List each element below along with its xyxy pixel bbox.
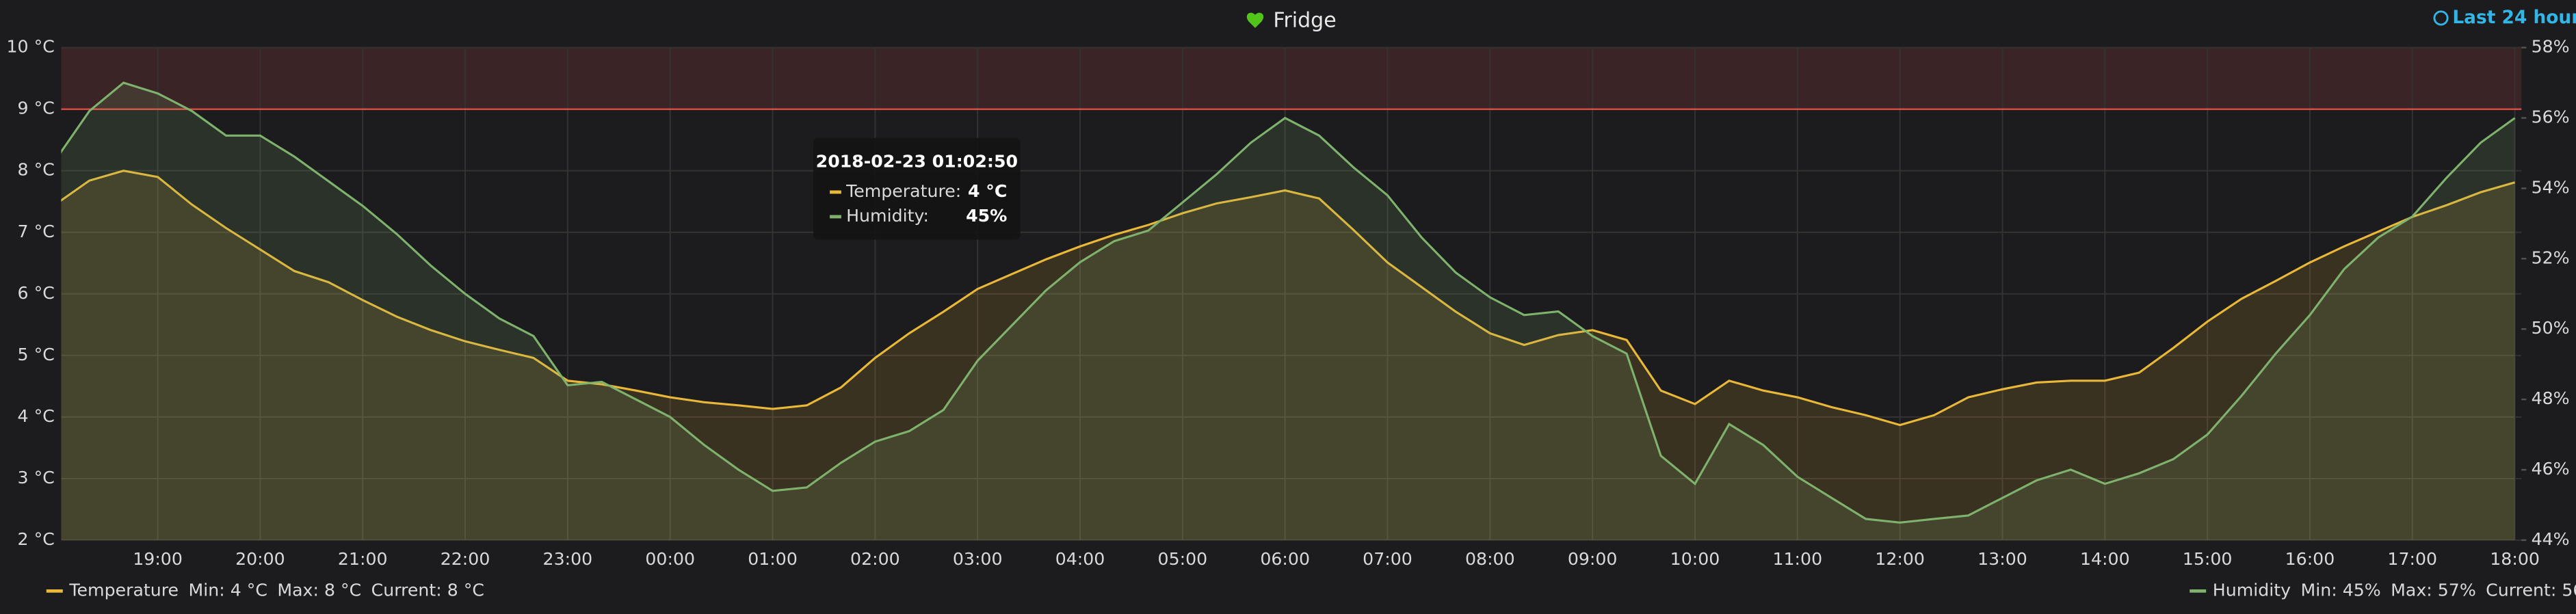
x-tick-label: 03:00	[953, 549, 1003, 569]
y2-tick-label: 48%	[2532, 388, 2570, 408]
x-tick-label: 23:00	[543, 549, 593, 569]
x-tick-label: 06:00	[1260, 549, 1310, 569]
x-tick-label: 02:00	[850, 549, 900, 569]
tooltip-label: Humidity:	[846, 206, 929, 226]
legend-stat: Max: 8 °C	[277, 580, 361, 600]
x-tick-label: 10:00	[1670, 549, 1720, 569]
x-tick-label: 07:00	[1363, 549, 1412, 569]
legend-stat: Current: 56%	[2486, 580, 2576, 600]
x-tick-label: 18:00	[2490, 549, 2540, 569]
x-tick-label: 20:00	[235, 549, 285, 569]
legend-name: Humidity	[2213, 580, 2291, 600]
y-tick-label: 9 °C	[18, 98, 55, 118]
x-tick-label: 11:00	[1772, 549, 1822, 569]
threshold-area	[61, 47, 2522, 109]
legend-text: Humidity Min: 45% Max: 57% Current: 56%	[2213, 580, 2576, 600]
y-tick-label: 5 °C	[18, 345, 55, 364]
y-tick-label: 6 °C	[18, 283, 55, 303]
y-tick-label: 3 °C	[18, 468, 55, 488]
x-tick-label: 22:00	[441, 549, 490, 569]
legend-item[interactable]: Humidity Min: 45% Max: 57% Current: 56%	[2190, 580, 2576, 600]
tooltip-value: 45%	[966, 206, 1007, 226]
panel-title: Fridge	[1273, 9, 1336, 33]
x-tick-label: 00:00	[645, 549, 695, 569]
time-range[interactable]: Last 24 hours	[2452, 7, 2576, 28]
legend-stat: Min: 4 °C	[188, 580, 267, 600]
y2-tick-label: 44%	[2532, 529, 2570, 549]
tooltip: 2018-02-23 01:02:50 Temperature: 4 °C Humid…	[813, 137, 1021, 240]
y2-tick-label: 52%	[2532, 248, 2570, 267]
y2-tick-label: 56%	[2532, 107, 2570, 127]
legend-item[interactable]: Temperature Min: 4 °C Max: 8 °C Current: 8 …	[46, 580, 484, 600]
heart-icon	[1246, 12, 1264, 28]
y2-tick-label: 50%	[2532, 318, 2570, 338]
tooltip-time: 2018-02-23 01:02:50	[816, 152, 1018, 172]
clock-icon[interactable]	[2433, 10, 2449, 26]
x-tick-label: 17:00	[2387, 549, 2437, 569]
x-tick-label: 13:00	[1977, 549, 2027, 569]
x-tick-label: 04:00	[1055, 549, 1105, 569]
series-area	[61, 170, 2515, 540]
tooltip-label: Temperature:	[845, 181, 961, 201]
x-tick-label: 14:00	[2080, 549, 2130, 569]
series-line	[61, 170, 2516, 427]
y2-tick-label: 54%	[2532, 177, 2570, 197]
y-tick-label: 2 °C	[18, 529, 55, 549]
series-line	[61, 81, 2516, 524]
y-tick-label: 10 °C	[7, 37, 55, 57]
x-tick-label: 21:00	[338, 549, 388, 569]
tooltip-bg	[813, 137, 1021, 240]
y-tick-label: 8 °C	[18, 160, 55, 180]
x-tick-label: 05:00	[1158, 549, 1208, 569]
x-tick-label: 01:00	[748, 549, 798, 569]
legend-name: Temperature	[68, 580, 179, 600]
legend-text: Temperature Min: 4 °C Max: 8 °C Current: 8 …	[68, 580, 484, 600]
x-tick-label: 19:00	[133, 549, 183, 569]
y-tick-label: 4 °C	[18, 406, 55, 426]
y-tick-label: 7 °C	[18, 222, 55, 241]
y2-tick-label: 58%	[2532, 37, 2570, 57]
x-tick-label: 16:00	[2285, 549, 2335, 569]
x-tick-label: 08:00	[1465, 549, 1515, 569]
x-tick-label: 12:00	[1875, 549, 1925, 569]
legend-stat: Max: 57%	[2391, 580, 2476, 600]
y2-tick-label: 46%	[2532, 459, 2570, 479]
legend-stat: Current: 8 °C	[371, 580, 484, 600]
x-tick-label: 15:00	[2183, 549, 2233, 569]
tooltip-value: 4 °C	[968, 181, 1007, 201]
legend-stat: Min: 45%	[2300, 580, 2380, 600]
x-tick-label: 09:00	[1568, 549, 1618, 569]
series-area	[61, 83, 2515, 540]
